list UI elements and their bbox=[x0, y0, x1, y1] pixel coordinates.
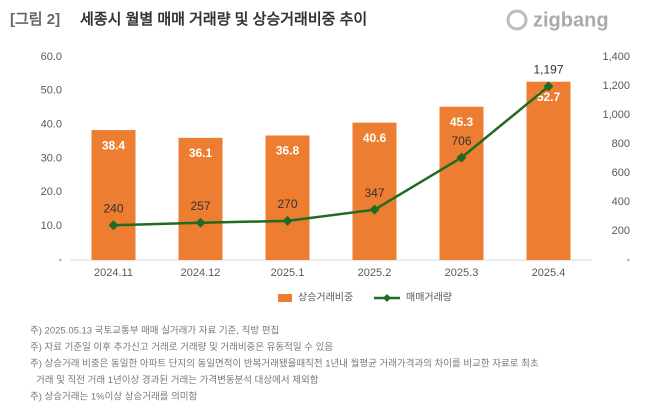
logo-text: zigbang bbox=[533, 9, 609, 31]
tick-label: 1,200 bbox=[602, 80, 630, 92]
bar bbox=[178, 137, 223, 260]
tick-label: 1,400 bbox=[602, 51, 630, 63]
x-tick-label: 2025.2 bbox=[358, 267, 392, 279]
marker bbox=[195, 217, 206, 228]
tick-label: 50.0 bbox=[41, 85, 62, 97]
tick-label: 200 bbox=[612, 225, 630, 237]
tick-label: 20.0 bbox=[41, 186, 62, 198]
x-tick-label: 2025.4 bbox=[532, 267, 566, 279]
tick-label: - bbox=[58, 254, 62, 266]
line bbox=[113, 85, 550, 227]
tick-label: 1,000 bbox=[602, 109, 630, 121]
legend-marker bbox=[383, 294, 391, 302]
bar-label: 40.6 bbox=[363, 131, 387, 145]
tick-label: 30.0 bbox=[41, 152, 62, 164]
tick-label: 800 bbox=[612, 138, 630, 150]
tick-label: 60.0 bbox=[41, 51, 62, 63]
chart-title: 세종시 월별 매매 거래량 및 상승거래비중 추이 bbox=[80, 10, 367, 28]
marker bbox=[282, 215, 293, 226]
tick-label: 400 bbox=[612, 196, 630, 208]
note: 주) 2025.05.13 국토교통부 매매 실거래가 자료 기준, 직방 편집 bbox=[30, 325, 279, 337]
legend-label: 상승거래비중 bbox=[298, 292, 353, 304]
marker bbox=[108, 220, 119, 231]
note: 주) 상승거래는 1%이상 상승거래를 의미함 bbox=[30, 392, 198, 403]
tick-label: 10.0 bbox=[41, 220, 62, 232]
x-tick-label: 2024.11 bbox=[94, 267, 133, 279]
line-label: 1,197 bbox=[533, 63, 563, 77]
marker bbox=[456, 152, 467, 163]
x-tick-label: 2025.1 bbox=[271, 267, 305, 279]
bar-label: 36.1 bbox=[189, 146, 213, 160]
x-tick-label: 2025.3 bbox=[445, 267, 479, 279]
marker bbox=[369, 204, 380, 215]
line-label: 706 bbox=[451, 134, 471, 148]
line-label: 240 bbox=[103, 201, 123, 215]
x-tick-label: 2024.12 bbox=[181, 267, 221, 279]
bar bbox=[439, 106, 484, 260]
tick-label: - bbox=[626, 254, 630, 266]
legend-label: 매매거래량 bbox=[406, 292, 452, 304]
tick-label: 600 bbox=[612, 167, 630, 179]
marker bbox=[543, 81, 554, 92]
bar bbox=[265, 135, 310, 260]
tick-label: 40.0 bbox=[41, 119, 62, 131]
bar bbox=[526, 81, 571, 260]
logo: zigbang bbox=[506, 9, 609, 31]
legend-swatch bbox=[278, 294, 292, 302]
bar-label: 36.8 bbox=[276, 144, 300, 158]
note: 주) 자료 기준일 이후 추가신고 거래로 거래량 및 거래비중은 유동적일 수… bbox=[30, 341, 333, 353]
bar-label: 38.4 bbox=[102, 138, 126, 152]
bar-label: 52.7 bbox=[537, 90, 561, 104]
line-label: 347 bbox=[364, 186, 384, 200]
bar bbox=[352, 122, 397, 261]
note: 주) 상승거래 비중은 동일한 아파트 단지의 동일면적이 반복거래됐을때직전 … bbox=[30, 358, 539, 370]
bar bbox=[91, 130, 136, 260]
figure-label: [그림 2] bbox=[10, 10, 60, 28]
logo-icon bbox=[506, 9, 528, 31]
bar-label: 45.3 bbox=[450, 115, 474, 129]
note: 거래 및 직전 거래 1년이상 경과된 거래는 가격변동분석 대상에서 제외함 bbox=[36, 374, 319, 386]
line-label: 257 bbox=[190, 199, 210, 213]
line-label: 270 bbox=[277, 197, 297, 211]
